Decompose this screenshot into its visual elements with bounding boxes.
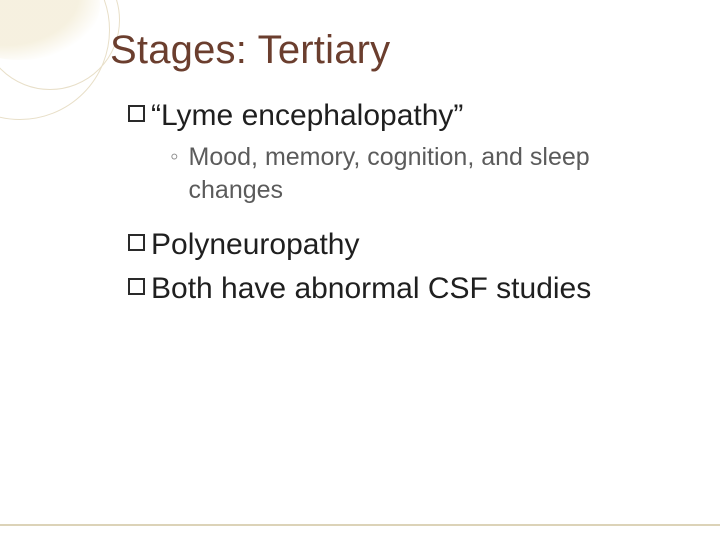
- bullet-text: Both have abnormal CSF studies: [151, 270, 591, 308]
- bullet-item-polyneuropathy: Polyneuropathy: [128, 226, 680, 264]
- bullet-item-csf: Both have abnormal CSF studies: [128, 270, 680, 308]
- bullet-text: Polyneuropathy: [151, 226, 359, 264]
- sub-bullet-item-symptoms: ◦ Mood, memory, cognition, and sleep cha…: [170, 141, 680, 209]
- square-bullet-icon: [128, 278, 145, 295]
- slide-title: Stages: Tertiary: [110, 28, 680, 73]
- square-bullet-icon: [128, 105, 145, 122]
- hollow-bullet-icon: ◦: [170, 141, 179, 173]
- bottom-rule: [0, 524, 720, 526]
- slide-body: Stages: Tertiary “Lyme encephalopathy” ◦…: [0, 0, 720, 353]
- sub-bullet-text: Mood, memory, cognition, and sleep chang…: [189, 141, 680, 209]
- square-bullet-icon: [128, 234, 145, 251]
- bullet-text: “Lyme encephalopathy”: [151, 97, 463, 135]
- bullet-item-lyme: “Lyme encephalopathy”: [128, 97, 680, 135]
